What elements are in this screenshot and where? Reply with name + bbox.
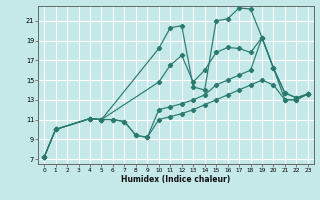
X-axis label: Humidex (Indice chaleur): Humidex (Indice chaleur)	[121, 175, 231, 184]
